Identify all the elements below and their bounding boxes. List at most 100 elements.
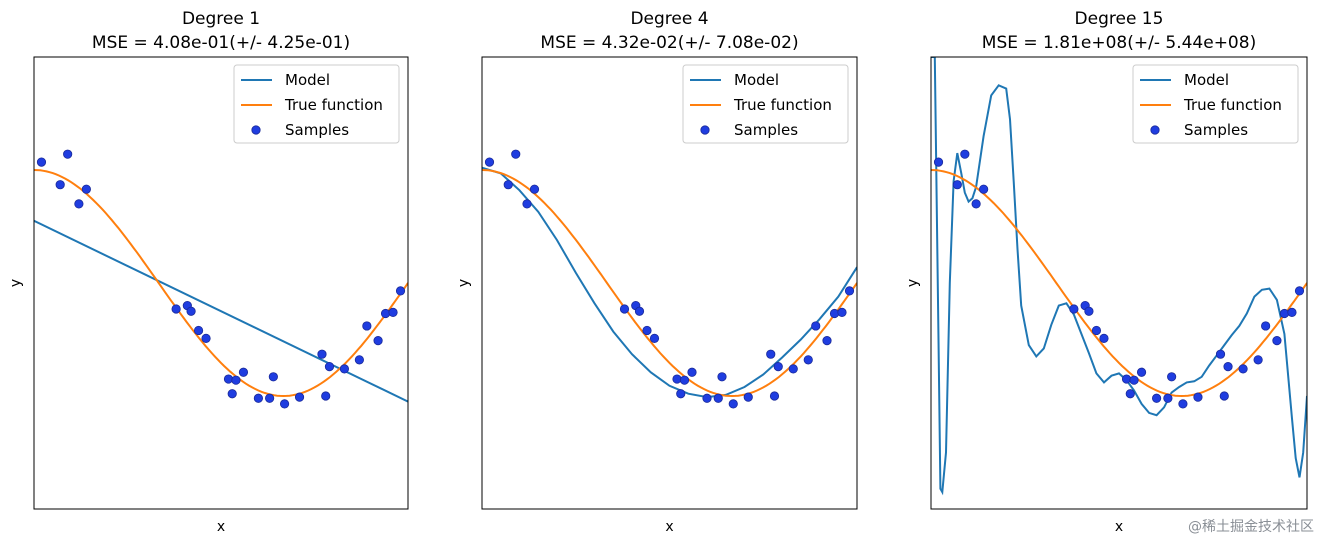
sample-point [321, 391, 331, 401]
watermark-text: @稀土掘金技术社区 [1188, 519, 1314, 535]
chart-panel-3: Degree 15 MSE = 1.81e+08(+/- 5.44e+08) x y M… [905, 9, 1308, 535]
sample-point [36, 157, 47, 167]
sample-point [81, 184, 91, 194]
legend-label: True function [733, 96, 832, 114]
sample-point [728, 399, 738, 409]
sample-point [1238, 364, 1248, 374]
legend-box [682, 64, 849, 144]
sample-point [1121, 374, 1132, 384]
sample-point [679, 375, 690, 385]
sample-point [1219, 391, 1229, 401]
sample-point [971, 199, 981, 209]
sample-point [484, 157, 495, 167]
sample-point [766, 349, 776, 359]
legend-label: Samples [734, 121, 798, 139]
legend: Model True function Samples [233, 64, 400, 144]
sample-point [960, 149, 970, 159]
sample-point [803, 355, 813, 365]
x-axis-label: x [665, 519, 673, 535]
sample-point [1215, 349, 1226, 359]
true-function-line [482, 169, 857, 398]
y-axis-label: y [905, 279, 921, 287]
chart-panel-2: Degree 4 MSE = 4.32e-02(+/- 7.08e-02) x y Mo… [456, 9, 858, 535]
legend-box [233, 64, 400, 144]
sample-point [672, 374, 682, 384]
legend-label: Samples [285, 121, 349, 139]
sample-point [339, 364, 350, 374]
true-function-line [34, 169, 408, 398]
chart-subtitle: MSE = 1.81e+08(+/- 5.44e+08) [982, 33, 1256, 53]
plot-area [34, 149, 408, 409]
sample-point [74, 199, 84, 209]
sample-point [193, 325, 204, 336]
sample-point [503, 180, 513, 190]
sample-point [1272, 336, 1282, 346]
sample-point [388, 307, 398, 317]
sample-point [238, 367, 249, 377]
axes-frame [33, 56, 409, 510]
x-axis-label: x [1115, 519, 1123, 535]
sample-point [952, 180, 962, 190]
sample-point [1163, 393, 1173, 403]
sample-point [362, 321, 372, 331]
axes-frame [930, 56, 1308, 510]
sample-point [186, 306, 196, 316]
sample-point [1152, 393, 1162, 403]
plot-area [931, 57, 1307, 496]
legend: Model True function Samples [682, 64, 849, 144]
sample-point [227, 389, 237, 399]
sample-point [1084, 306, 1094, 316]
sample-point [713, 393, 723, 403]
sample-point [743, 392, 753, 402]
chart-title: Degree 4 [630, 9, 708, 29]
sample-point [1091, 325, 1102, 336]
sample-point [769, 391, 780, 401]
sample-point [1261, 321, 1271, 331]
legend-label: Samples [1184, 121, 1248, 139]
model-line [931, 57, 1307, 496]
sample-point [354, 355, 364, 365]
sample-point [676, 389, 686, 399]
sample-point [933, 157, 944, 167]
sample-point [231, 375, 241, 385]
sample-point [717, 372, 727, 382]
sample-point [811, 321, 821, 331]
sample-point [1167, 372, 1177, 382]
sample-point [1287, 307, 1297, 317]
sample-point [324, 362, 335, 372]
sample-point [201, 333, 211, 343]
legend-label: True function [1183, 96, 1282, 114]
sample-point [1129, 375, 1139, 385]
legend-label: Model [1184, 71, 1229, 89]
sample-point [63, 149, 73, 159]
sample-point [687, 367, 697, 377]
sample-point [1099, 333, 1109, 343]
plot-area [482, 149, 857, 409]
chart-panel-1: Degree 1 MSE = 4.08e-01(+/- 4.25e-01) x y Mo… [8, 9, 409, 535]
sample-point [265, 393, 275, 403]
legend-marker-samples [1150, 125, 1160, 135]
chart-subtitle: MSE = 4.08e-01(+/- 4.25e-01) [92, 33, 350, 53]
sample-point [642, 325, 652, 336]
sample-point [373, 336, 383, 346]
sample-point [844, 286, 855, 296]
sample-point [837, 307, 847, 317]
true-function-line [931, 169, 1307, 398]
sample-point [294, 392, 305, 402]
sample-point [979, 184, 989, 194]
sample-point [380, 308, 391, 319]
legend: Model True function Samples [1132, 64, 1299, 144]
sample-point [223, 374, 234, 384]
sample-point [268, 372, 278, 382]
chart-title: Degree 15 [1075, 9, 1164, 29]
sample-point [171, 304, 181, 314]
sample-point [395, 286, 406, 296]
model-line [34, 219, 408, 403]
sample-point [773, 362, 783, 372]
sample-point [1253, 355, 1263, 365]
sample-point [702, 393, 712, 403]
chart-subtitle: MSE = 4.32e-02(+/- 7.08e-02) [540, 33, 798, 53]
sample-point [822, 336, 832, 346]
sample-point [1294, 286, 1305, 296]
sample-point [1223, 362, 1233, 372]
